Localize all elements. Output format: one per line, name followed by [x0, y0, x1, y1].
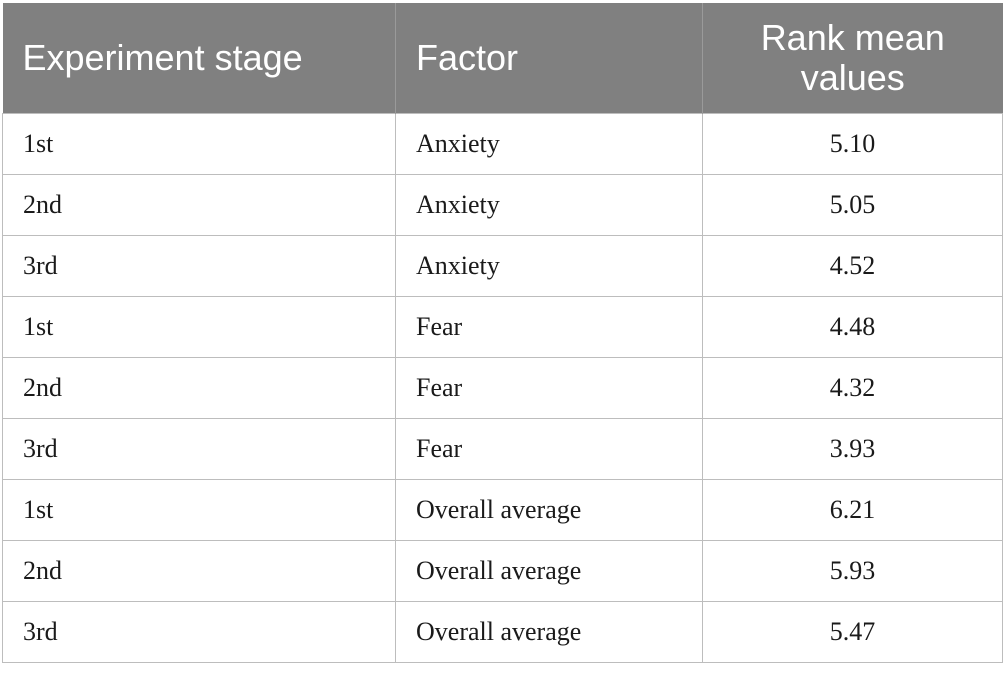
cell-stage: 2nd — [2, 356, 396, 419]
table-row: 3rd Fear 3.93 — [2, 417, 1003, 480]
cell-factor: Overall average — [395, 478, 703, 541]
cell-value: 4.52 — [702, 234, 1003, 297]
table-row: 1st Fear 4.48 — [2, 295, 1003, 358]
table-row: 2nd Overall average 5.93 — [2, 539, 1003, 602]
cell-factor: Anxiety — [395, 234, 703, 297]
table-row: 1st Overall average 6.21 — [2, 478, 1003, 541]
cell-factor: Anxiety — [395, 173, 703, 236]
cell-stage: 3rd — [2, 600, 396, 663]
cell-stage: 1st — [2, 478, 396, 541]
header-experiment-stage: Experiment stage — [2, 3, 396, 113]
cell-factor: Overall average — [395, 600, 703, 663]
cell-factor: Fear — [395, 356, 703, 419]
table-row: 2nd Fear 4.32 — [2, 356, 1003, 419]
cell-value: 5.10 — [702, 112, 1003, 175]
cell-value: 5.05 — [702, 173, 1003, 236]
header-row: Experiment stage Factor Rank mean values — [2, 3, 1003, 113]
cell-value: 4.48 — [702, 295, 1003, 358]
cell-factor: Fear — [395, 295, 703, 358]
cell-value: 5.93 — [702, 539, 1003, 602]
cell-stage: 1st — [2, 112, 396, 175]
table-body: 1st Anxiety 5.10 2nd Anxiety 5.05 3rd An… — [2, 112, 1003, 663]
cell-stage: 1st — [2, 295, 396, 358]
cell-factor: Overall average — [395, 539, 703, 602]
table-row: 1st Anxiety 5.10 — [2, 112, 1003, 175]
cell-value: 5.47 — [702, 600, 1003, 663]
cell-factor: Fear — [395, 417, 703, 480]
table-row: 2nd Anxiety 5.05 — [2, 173, 1003, 236]
cell-factor: Anxiety — [395, 112, 703, 175]
table-row: 3rd Overall average 5.47 — [2, 600, 1003, 663]
cell-stage: 2nd — [2, 539, 396, 602]
table-row: 3rd Anxiety 4.52 — [2, 234, 1003, 297]
cell-stage: 2nd — [2, 173, 396, 236]
header-rank-mean-values: Rank mean values — [702, 3, 1003, 113]
table-header: Experiment stage Factor Rank mean values — [2, 3, 1003, 113]
rank-mean-table: Experiment stage Factor Rank mean values… — [2, 3, 1003, 663]
cell-value: 6.21 — [702, 478, 1003, 541]
cell-value: 4.32 — [702, 356, 1003, 419]
header-factor: Factor — [395, 3, 703, 113]
cell-value: 3.93 — [702, 417, 1003, 480]
cell-stage: 3rd — [2, 417, 396, 480]
cell-stage: 3rd — [2, 234, 396, 297]
